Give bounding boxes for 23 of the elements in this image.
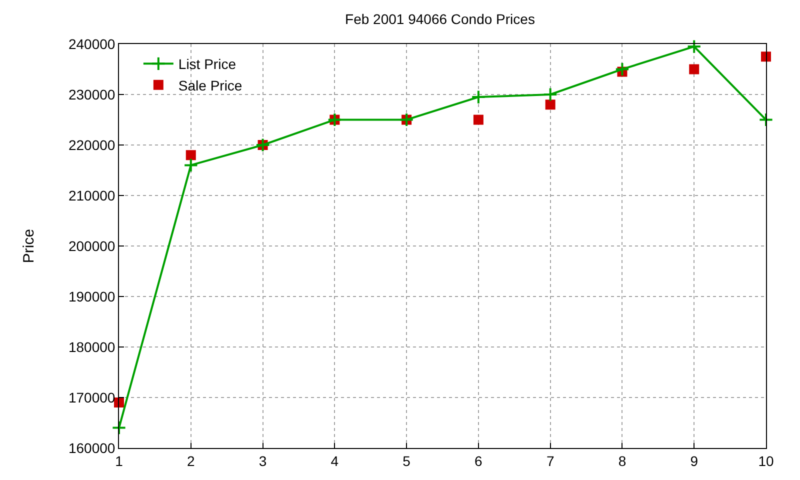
y-tick-label: 240000 xyxy=(68,36,116,52)
x-tick-label: 9 xyxy=(690,452,698,469)
chart-title: Feb 2001 94066 Condo Prices xyxy=(345,11,535,28)
y-tick-label: 210000 xyxy=(68,187,116,204)
x-tick-label: 5 xyxy=(402,452,411,469)
x-tick-label: 10 xyxy=(758,452,774,469)
y-tick-label: 230000 xyxy=(68,86,116,102)
legend-label: List Price xyxy=(178,56,236,72)
y-tick-label: 220000 xyxy=(68,136,116,153)
x-tick-label: 3 xyxy=(258,452,267,469)
x-tick-label: 8 xyxy=(618,452,626,469)
y-axis-title: Price xyxy=(20,228,38,264)
y-tick-label: 170000 xyxy=(68,389,116,406)
y-tick-label: 160000 xyxy=(68,440,116,456)
x-tick-label: 4 xyxy=(330,452,339,469)
x-tick-label: 1 xyxy=(115,452,124,469)
x-tick-label: 7 xyxy=(546,452,554,469)
x-tick-label: 2 xyxy=(186,452,195,469)
y-tick-label: 200000 xyxy=(68,238,116,254)
legend-label: Sale Price xyxy=(178,77,242,94)
x-tick-label: 6 xyxy=(474,452,483,469)
y-tick-label: 180000 xyxy=(68,338,116,355)
y-tick-label: 190000 xyxy=(68,288,116,304)
